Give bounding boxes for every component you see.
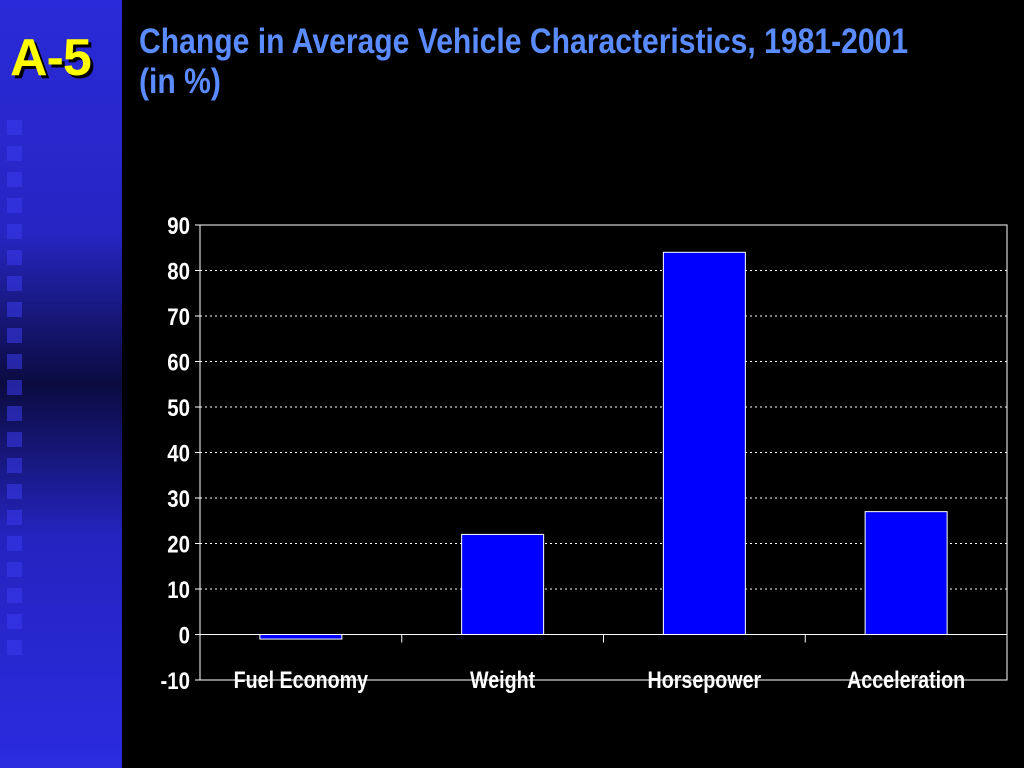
bar bbox=[662, 251, 746, 636]
y-tick-label: 50 bbox=[167, 394, 190, 421]
bar bbox=[864, 511, 948, 635]
decorative-square bbox=[7, 510, 22, 525]
decorative-square bbox=[7, 614, 22, 629]
slide-title-line2: (in %) bbox=[139, 62, 221, 101]
slide-title: Change in Average Vehicle Characteristic… bbox=[139, 22, 909, 102]
y-tick-label: 20 bbox=[167, 531, 190, 558]
decorative-square bbox=[7, 380, 22, 395]
decorative-square bbox=[7, 354, 22, 369]
y-tick-label: 60 bbox=[167, 349, 190, 376]
y-tick-label: 10 bbox=[167, 576, 190, 603]
decorative-square bbox=[7, 536, 22, 551]
decorative-square bbox=[7, 224, 22, 239]
decorative-square bbox=[7, 328, 22, 343]
slide-number: A-5 bbox=[10, 29, 92, 87]
decorative-square bbox=[7, 484, 22, 499]
bar bbox=[461, 533, 545, 636]
x-category-label: Horsepower bbox=[648, 666, 762, 693]
x-category-label: Fuel Economy bbox=[234, 666, 369, 693]
x-category-label: Acceleration bbox=[847, 666, 965, 693]
decorative-square bbox=[7, 562, 22, 577]
y-tick-label: 30 bbox=[167, 485, 190, 512]
decorative-square bbox=[7, 432, 22, 447]
x-category-label: Weight bbox=[470, 666, 536, 693]
y-tick-label: 80 bbox=[167, 258, 190, 285]
decorative-square bbox=[7, 406, 22, 421]
y-tick-label: -10 bbox=[161, 667, 190, 694]
sidebar-panel bbox=[0, 0, 122, 768]
decorative-square bbox=[7, 198, 22, 213]
y-tick-label: 40 bbox=[167, 440, 190, 467]
decorative-square bbox=[7, 640, 22, 655]
y-tick-label: 90 bbox=[167, 212, 190, 239]
decorative-square bbox=[7, 250, 22, 265]
decorative-square bbox=[7, 302, 22, 317]
y-tick-label: 0 bbox=[179, 622, 190, 649]
decorative-square bbox=[7, 276, 22, 291]
y-tick-label: 70 bbox=[167, 303, 190, 330]
decorative-square bbox=[7, 146, 22, 161]
decorative-square bbox=[7, 588, 22, 603]
decorative-square bbox=[7, 458, 22, 473]
decorative-square bbox=[7, 120, 22, 135]
decorative-squares bbox=[7, 120, 27, 666]
slide-title-line1: Change in Average Vehicle Characteristic… bbox=[139, 22, 909, 61]
decorative-square bbox=[7, 172, 22, 187]
bar bbox=[259, 634, 343, 640]
